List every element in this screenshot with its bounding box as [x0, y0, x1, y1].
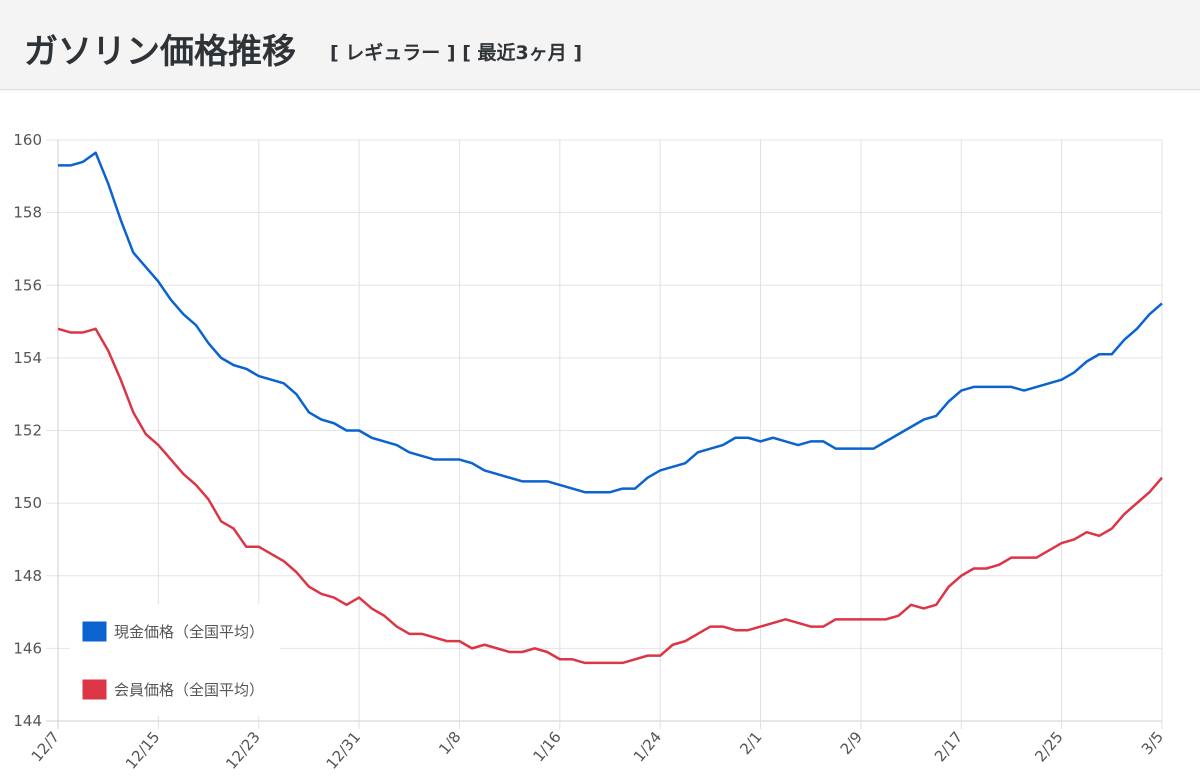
y-tick-label: 156: [13, 276, 42, 294]
series-line-cash: [58, 151, 1163, 494]
y-tick-label: 144: [13, 712, 42, 730]
y-tick-label: 160: [13, 131, 42, 149]
y-tick-label: 146: [13, 639, 42, 657]
x-tick-label: 3/5: [1138, 728, 1167, 758]
x-tick-label: 12/23: [222, 728, 264, 773]
legend-swatch-member: [82, 679, 107, 700]
x-tick-label: 12/7: [28, 728, 63, 765]
y-tick-label: 154: [13, 349, 42, 367]
page-title: ガソリン価格推移: [24, 32, 296, 72]
x-tick-label: 1/16: [529, 728, 564, 765]
y-tick-label: 152: [13, 422, 42, 440]
y-tick-label: 150: [13, 494, 42, 512]
series-line-member: [57, 327, 1163, 665]
y-tick-label: 148: [13, 567, 42, 585]
x-tick-label: 1/24: [630, 728, 665, 765]
x-tick-label: 12/15: [122, 728, 164, 773]
legend-swatch-cash: [82, 621, 107, 642]
legend-label-cash: 現金価格（全国平均）: [114, 623, 264, 641]
page-subtitle: [ レギュラー ] [ 最近3ヶ月 ]: [330, 42, 583, 64]
x-tick-label: 2/17: [931, 728, 966, 765]
x-tick-label: 2/9: [837, 728, 866, 758]
x-tick-label: 1/8: [435, 728, 464, 758]
y-tick-label: 158: [13, 204, 42, 222]
legend-label-member: 会員価格（全国平均）: [114, 681, 264, 699]
x-tick-label: 12/31: [323, 728, 365, 773]
page-header: ガソリン価格推移 [ レギュラー ] [ 最近3ヶ月 ]: [0, 0, 1200, 90]
x-tick-label: 2/25: [1031, 728, 1066, 765]
x-tick-label: 2/1: [736, 728, 765, 758]
